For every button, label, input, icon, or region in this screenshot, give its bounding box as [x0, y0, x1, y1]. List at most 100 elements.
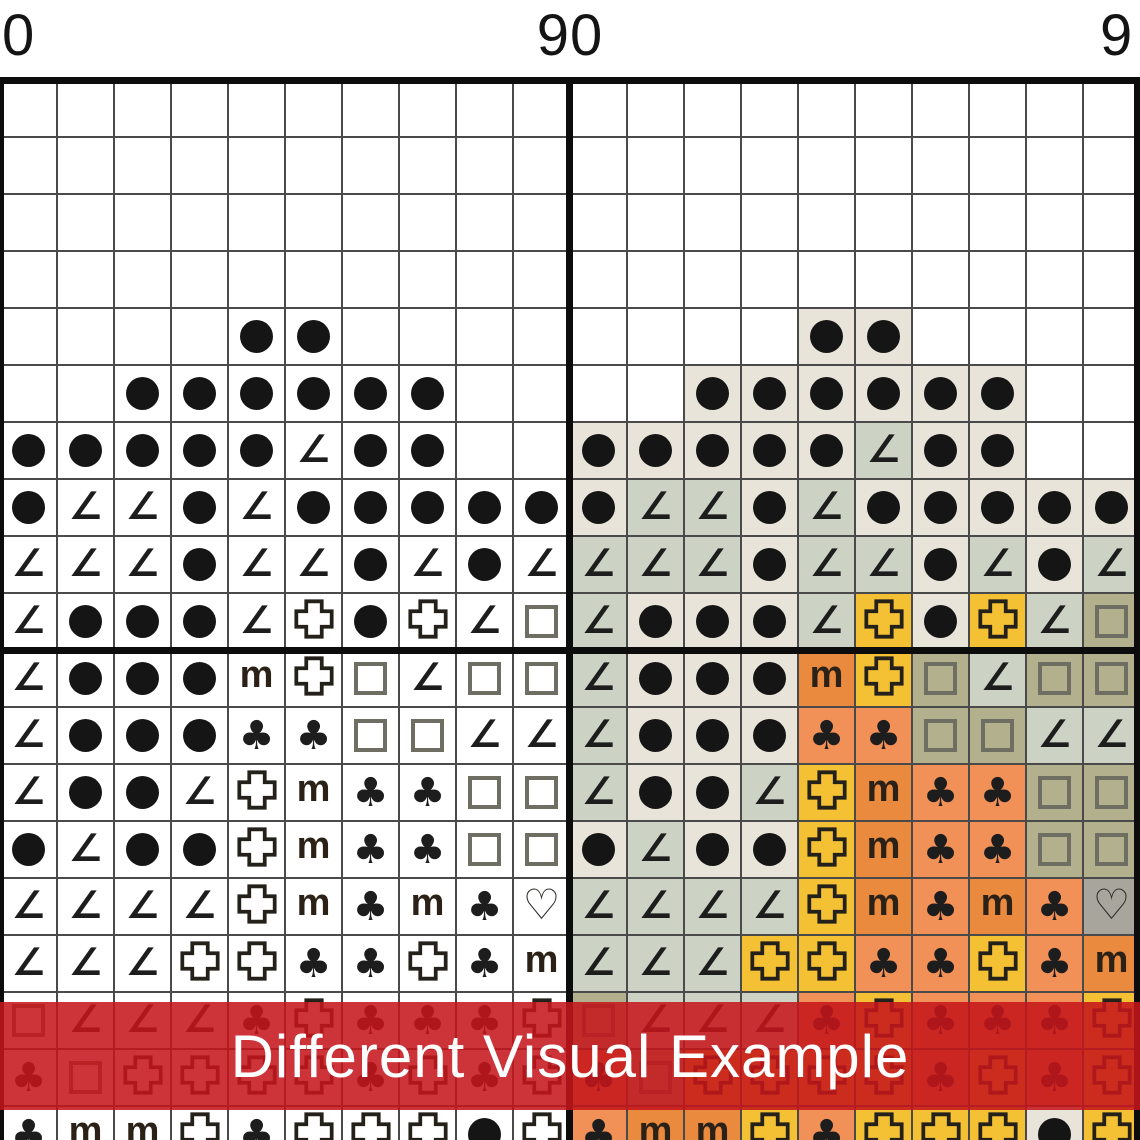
grid-cell: [912, 251, 969, 308]
angle-icon: ∠: [581, 882, 616, 927]
grid-cell: ♣: [969, 821, 1026, 878]
angle-icon: ∠: [68, 882, 103, 927]
grid-cell: [1083, 365, 1140, 422]
grid-cell: [741, 80, 798, 137]
angle-icon: ∠: [11, 882, 46, 927]
grid-cell: [741, 1106, 798, 1140]
dot-icon: [126, 605, 159, 638]
grid-cell: [741, 194, 798, 251]
m-icon: m: [809, 653, 844, 696]
grid-cell: [114, 707, 171, 764]
grid-cell: m: [855, 764, 912, 821]
grid-cell: [228, 764, 285, 821]
grid-cell: [342, 479, 399, 536]
grid-cell: ∠: [228, 536, 285, 593]
grid-cell: ♣: [456, 935, 513, 992]
grid-cell: [513, 251, 570, 308]
grid-cell: [855, 365, 912, 422]
angle-icon: ∠: [980, 540, 1015, 585]
square-icon: [1095, 662, 1128, 695]
grid-cell: ♣: [855, 935, 912, 992]
dot-icon: [753, 491, 786, 524]
grid-cell: ∠: [855, 422, 912, 479]
grid-cell: [342, 80, 399, 137]
club-icon: ♣: [922, 769, 959, 816]
grid-cell: [57, 80, 114, 137]
dot-icon: [924, 377, 957, 410]
grid-cell: [741, 308, 798, 365]
grid-cell: ∠: [741, 878, 798, 935]
grid-cell: [570, 365, 627, 422]
dot-icon: [639, 434, 672, 467]
m-icon: m: [296, 767, 331, 810]
grid-cell: [342, 650, 399, 707]
angle-icon: ∠: [638, 939, 673, 984]
grid-cell: [570, 194, 627, 251]
dot-icon: [183, 377, 216, 410]
m-icon: m: [638, 1109, 673, 1140]
grid-cell: [342, 593, 399, 650]
grid-cell: [171, 707, 228, 764]
angle-icon: ∠: [1037, 711, 1072, 756]
cross-icon: [407, 940, 449, 987]
dot-icon: [69, 605, 102, 638]
m-icon: m: [524, 938, 559, 981]
angle-icon: ∠: [68, 939, 103, 984]
angle-icon: ∠: [125, 540, 160, 585]
grid-cell: ∠: [570, 536, 627, 593]
angle-icon: ∠: [125, 939, 160, 984]
grid-cell: [399, 707, 456, 764]
angle-icon: ∠: [524, 540, 559, 585]
grid-cell: [912, 80, 969, 137]
club-icon: ♣: [979, 769, 1016, 816]
club-icon: ♣: [238, 712, 275, 759]
grid-cell: ∠: [570, 650, 627, 707]
grid-cell: m: [513, 935, 570, 992]
grid-cell: [171, 137, 228, 194]
grid-cell: [0, 194, 57, 251]
grid-cell: [855, 137, 912, 194]
angle-icon: ∠: [581, 768, 616, 813]
grid-cell: [627, 308, 684, 365]
dot-icon: [582, 434, 615, 467]
grid-cell: [513, 80, 570, 137]
cross-icon: [977, 940, 1019, 987]
grid-cell: ♡: [513, 878, 570, 935]
grid-cell: [912, 536, 969, 593]
grid-cell: ♣: [912, 878, 969, 935]
grid-cell: [456, 764, 513, 821]
grid-cell: [57, 764, 114, 821]
grid-cell: [912, 650, 969, 707]
angle-icon: ∠: [410, 654, 445, 699]
grid-cell: [1083, 80, 1140, 137]
grid-cell: [1026, 365, 1083, 422]
grid-cell: [570, 422, 627, 479]
column-number-label: 90: [536, 3, 604, 68]
square-icon: [354, 662, 387, 695]
m-icon: m: [866, 881, 901, 924]
grid-cell: m: [114, 1106, 171, 1140]
angle-icon: ∠: [866, 540, 901, 585]
grid-cell: [1026, 308, 1083, 365]
grid-cell: [570, 137, 627, 194]
grid-cell: [741, 707, 798, 764]
angle-icon: ∠: [581, 540, 616, 585]
angle-icon: ∠: [68, 540, 103, 585]
dot-icon: [696, 434, 729, 467]
grid-cell: ♣: [342, 878, 399, 935]
grid-cell: ♣: [456, 878, 513, 935]
grid-cell: [855, 593, 912, 650]
grid-cell: ∠: [0, 878, 57, 935]
grid-cell: [798, 365, 855, 422]
grid-cell: [1083, 1106, 1140, 1140]
grid-cell: m: [285, 821, 342, 878]
grid-cell: [741, 650, 798, 707]
grid-cell: [456, 137, 513, 194]
angle-icon: ∠: [581, 939, 616, 984]
grid-cell: [684, 593, 741, 650]
grid-cell: ♡: [1083, 878, 1140, 935]
grid-cell: ∠: [0, 650, 57, 707]
dot-icon: [468, 1118, 501, 1140]
grid-cell: [912, 308, 969, 365]
grid-cell: ∠: [57, 536, 114, 593]
